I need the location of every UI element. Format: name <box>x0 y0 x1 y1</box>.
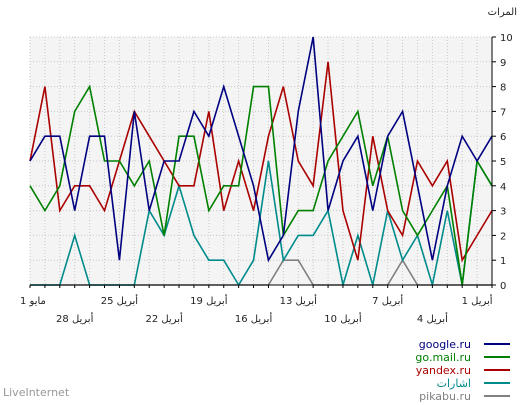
legend-label: اشارات <box>437 377 471 390</box>
legend: google.rugo.mail.ruyandex.ruاشاراتpikabu… <box>415 338 510 403</box>
x-tick-label: 10 أبريل <box>324 312 362 325</box>
x-tick-label: 25 أبريل <box>101 294 139 307</box>
y-tick-label: 3 <box>500 207 506 218</box>
x-tick-label: 16 أبريل <box>235 312 273 325</box>
x-tick-label: 19 أبريل <box>190 294 228 307</box>
y-tick-label: 0 <box>500 281 506 292</box>
x-tick-label: 13 أبريل <box>280 294 318 307</box>
legend-label: yandex.ru <box>416 364 471 377</box>
x-tick-label: 28 أبريل <box>56 312 94 325</box>
y-tick-label: 8 <box>500 83 506 94</box>
footer-brand: LiveInternet <box>3 386 70 399</box>
x-tick-label: 22 أبريل <box>145 312 183 325</box>
x-tick-label: 4 أبريل <box>417 312 448 325</box>
legend-label: pikabu.ru <box>419 390 471 403</box>
y-tick-label: 5 <box>500 157 506 168</box>
y-tick-label: 4 <box>500 182 506 193</box>
y-tick-label: 7 <box>500 107 506 118</box>
y-tick-label: 2 <box>500 231 506 242</box>
legend-label: google.ru <box>419 338 471 351</box>
x-ticks: 1 مايو 25 أبريل 19 أبريل 13 أبريل 7 أبريل 1 أ… <box>20 285 493 325</box>
x-tick-label: 7 أبريل <box>372 294 403 307</box>
x-tick-label: 1 مايو <box>20 296 46 307</box>
series-line <box>29 36 493 263</box>
y-tick-label: 9 <box>500 58 506 69</box>
y-tick-label: 10 <box>500 33 513 44</box>
x-tick-label: 1 أبريل <box>462 294 493 307</box>
legend-label: go.mail.ru <box>415 351 471 364</box>
y-ticks: 0 1 2 3 4 5 6 7 8 9 10 <box>492 33 513 292</box>
y-tick-label: 6 <box>500 132 506 143</box>
y-tick-label: 1 <box>500 256 506 267</box>
y-axis-title: المرات <box>488 7 517 18</box>
